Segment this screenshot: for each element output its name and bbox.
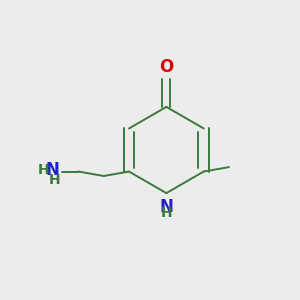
Text: H: H (160, 206, 172, 220)
Text: O: O (159, 58, 173, 76)
Text: N: N (159, 198, 173, 216)
Text: N: N (46, 161, 60, 179)
Text: H: H (38, 163, 50, 177)
Text: H: H (49, 173, 61, 187)
